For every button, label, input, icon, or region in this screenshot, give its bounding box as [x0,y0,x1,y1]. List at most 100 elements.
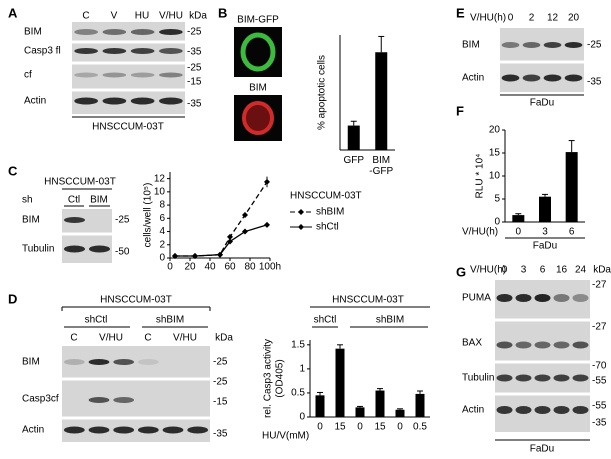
panel-label: F [456,103,464,118]
y-tick-label: 5 [494,194,500,205]
blot-gap [500,60,584,64]
legend-label: shBIM [316,207,344,218]
band [496,341,513,349]
mw-marker: -25 [213,377,228,388]
legend-marker [298,209,304,215]
row-label: BAX [462,338,482,349]
mw-marker: -25 [213,357,228,368]
mw-marker: -55 [592,376,607,387]
band [564,74,583,82]
band [515,341,532,349]
group-label: shCtl [314,315,337,326]
bar [539,196,551,222]
lane-label: V/HU [99,333,123,344]
band [102,72,127,78]
y-tick-label: 20 [489,125,501,136]
band [63,359,85,365]
time-label: V/HU(h) [470,13,506,24]
lane-label: C [70,333,77,344]
band [102,48,127,54]
band [74,48,98,54]
band [102,29,127,35]
band [572,406,589,414]
band [113,397,135,403]
band [130,48,155,54]
lane-label: C [144,333,151,344]
row-label: BIM [462,40,480,51]
cell-line: HNSCCUM-03T [100,295,172,306]
band [159,29,183,35]
band [113,359,135,365]
row-label: BIM [22,215,40,226]
panel-label: G [456,264,466,279]
cell-line: FaDu [530,444,554,455]
unit: kDa [215,333,233,344]
band [496,374,513,382]
y-tick-label: 10 [154,186,166,197]
y-tick-label: 6 [159,213,165,224]
y-tick-label: 1.5 [291,339,305,350]
band [496,294,513,302]
y-tick-label: 0 [494,217,500,228]
row-label: cf [24,70,32,81]
band [572,341,589,349]
lane-label: 16 [556,265,568,276]
band [113,426,135,434]
bar [335,348,345,417]
row-label: Actin [462,73,484,84]
y-axis-label: RLU * 10⁴ [475,154,486,199]
band [553,294,570,302]
row-label: BIM [24,27,42,38]
blot-gap [495,360,590,364]
unit: kDa [593,265,611,276]
blot-gap [72,88,185,92]
y-tick-label: 1 [299,364,305,375]
x-tick-label: 0 [317,422,323,433]
band [130,29,155,35]
mw-marker: -25 [115,215,130,226]
band [88,397,110,403]
mw-marker: -15 [213,397,228,408]
mw-marker: -25 [187,63,202,74]
band [64,245,85,253]
panel-label: A [8,5,18,20]
x-tick-label: 60 [224,262,236,273]
x-tick-label: 100h [259,262,281,273]
blot-gap [495,318,590,322]
band [572,294,589,302]
mw-marker: -25 [187,27,202,38]
lane-label: HU [135,11,149,22]
chart-title: HNSCCUM-03T [332,295,404,306]
lane-label: 24 [575,265,587,276]
band [553,341,570,349]
blot-gap [72,40,185,44]
bim-cell [242,101,274,135]
unit: kDa [189,11,207,22]
x-tick-label: 6 [569,227,575,238]
band [501,74,520,82]
row-label: Casp3 fl [24,46,61,57]
lane-label: C [82,11,89,22]
band [130,72,155,78]
band [564,42,583,48]
band [534,294,551,302]
bar [375,390,385,417]
blot [500,28,584,92]
row-label: Tubulin [22,244,54,255]
band [515,406,532,414]
row-label: Actin [462,405,484,416]
lane-label: Ctl [68,195,80,206]
band [522,42,541,48]
band [501,42,520,48]
blot [62,209,112,263]
band [74,29,98,35]
blot [62,346,210,442]
cell-line: FaDu [530,98,554,109]
y-tick-label: 0 [299,412,305,423]
y-tick-label: 4 [159,226,165,237]
group-label: shBIM [156,315,184,326]
bar [565,152,578,222]
y-tick-label: 15 [489,148,501,159]
lane-label: 0 [508,13,514,24]
mw-marker: -35 [187,47,202,58]
